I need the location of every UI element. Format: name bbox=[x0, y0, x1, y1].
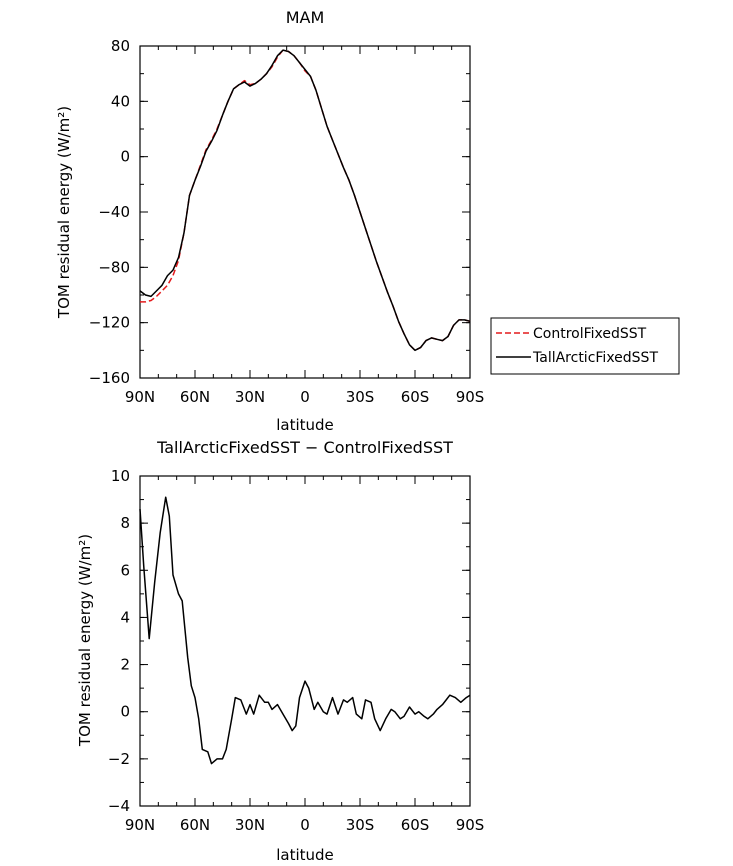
series-line-top-0 bbox=[140, 49, 471, 352]
x-tick-label-bottom: 90N bbox=[125, 816, 155, 834]
y-tick-label-top: −120 bbox=[89, 314, 130, 332]
y-tick-label-top: 80 bbox=[111, 37, 130, 55]
chart-title-bottom: TallArcticFixedSST − ControlFixedSST bbox=[156, 438, 453, 457]
y-tick-label-bottom: 4 bbox=[120, 608, 130, 626]
x-tick-label-bottom: 30N bbox=[235, 816, 265, 834]
y-tick-label-top: 40 bbox=[111, 92, 130, 110]
plot-area-bottom: 90N 60N 30N 0 30S 60S 90S 10 8 6 4 2 0 −2 −4 bbox=[108, 467, 484, 834]
x-tick-label-bottom: 30S bbox=[346, 816, 375, 834]
y-tick-label-top: 0 bbox=[120, 148, 130, 166]
x-tick-label-top: 30N bbox=[235, 388, 265, 406]
x-tick-label-top: 30S bbox=[346, 388, 375, 406]
x-tick-label-bottom: 90S bbox=[456, 816, 485, 834]
y-tick-label-bottom: 8 bbox=[120, 514, 130, 532]
plot-area-top: 90N 60N 30N 0 30S 60S 90S 80 40 0 −40 −80 −120 −160 bbox=[89, 37, 485, 406]
y-tick-label-bottom: 2 bbox=[120, 656, 130, 674]
x-tick-label-top: 90N bbox=[125, 388, 155, 406]
x-axis-title-bottom: latitude bbox=[276, 846, 334, 864]
y-tick-label-top: −40 bbox=[98, 203, 130, 221]
x-tick-label-top: 90S bbox=[456, 388, 485, 406]
plot-frame-top bbox=[139, 45, 471, 379]
x-tick-label-bottom: 60S bbox=[401, 816, 430, 834]
x-tick-label-bottom: 0 bbox=[300, 816, 310, 834]
y-tick-label-top: −80 bbox=[98, 258, 130, 276]
legend-label-control: ControlFixedSST bbox=[533, 326, 647, 342]
x-tick-label-top: 0 bbox=[300, 388, 310, 406]
x-tick-label-top: 60N bbox=[180, 388, 210, 406]
panel-bottom: TallArcticFixedSST − ControlFixedSST 90N… bbox=[76, 438, 484, 864]
legend-box bbox=[490, 317, 680, 375]
y-axis-title-bottom: TOM residual energy (W/m²) bbox=[76, 534, 94, 747]
series-line-bottom-0 bbox=[139, 496, 471, 765]
series-line-top-1 bbox=[139, 49, 471, 352]
legend-label-tallarctic: TallArcticFixedSST bbox=[532, 350, 658, 366]
y-tick-label-bottom: −2 bbox=[108, 750, 130, 768]
panel-top: MAM 90N 60N 30N 0 30S 60S 90S 80 40 0 −40 −80 −120 −1… bbox=[55, 8, 680, 434]
y-tick-label-bottom: 6 bbox=[120, 561, 130, 579]
y-tick-label-bottom: −4 bbox=[108, 797, 130, 815]
y-axis-title-top: TOM residual energy (W/m²) bbox=[55, 106, 73, 319]
y-tick-label-bottom: 10 bbox=[111, 467, 130, 485]
plot-frame-bottom bbox=[139, 475, 471, 807]
y-tick-label-bottom: 0 bbox=[120, 703, 130, 721]
chart-title-top: MAM bbox=[286, 8, 325, 27]
x-axis-title-top: latitude bbox=[276, 416, 334, 434]
y-tick-label-top: −160 bbox=[89, 369, 130, 387]
legend: ControlFixedSST TallArcticFixedSST bbox=[490, 317, 680, 375]
x-tick-label-top: 60S bbox=[401, 388, 430, 406]
x-tick-label-bottom: 60N bbox=[180, 816, 210, 834]
